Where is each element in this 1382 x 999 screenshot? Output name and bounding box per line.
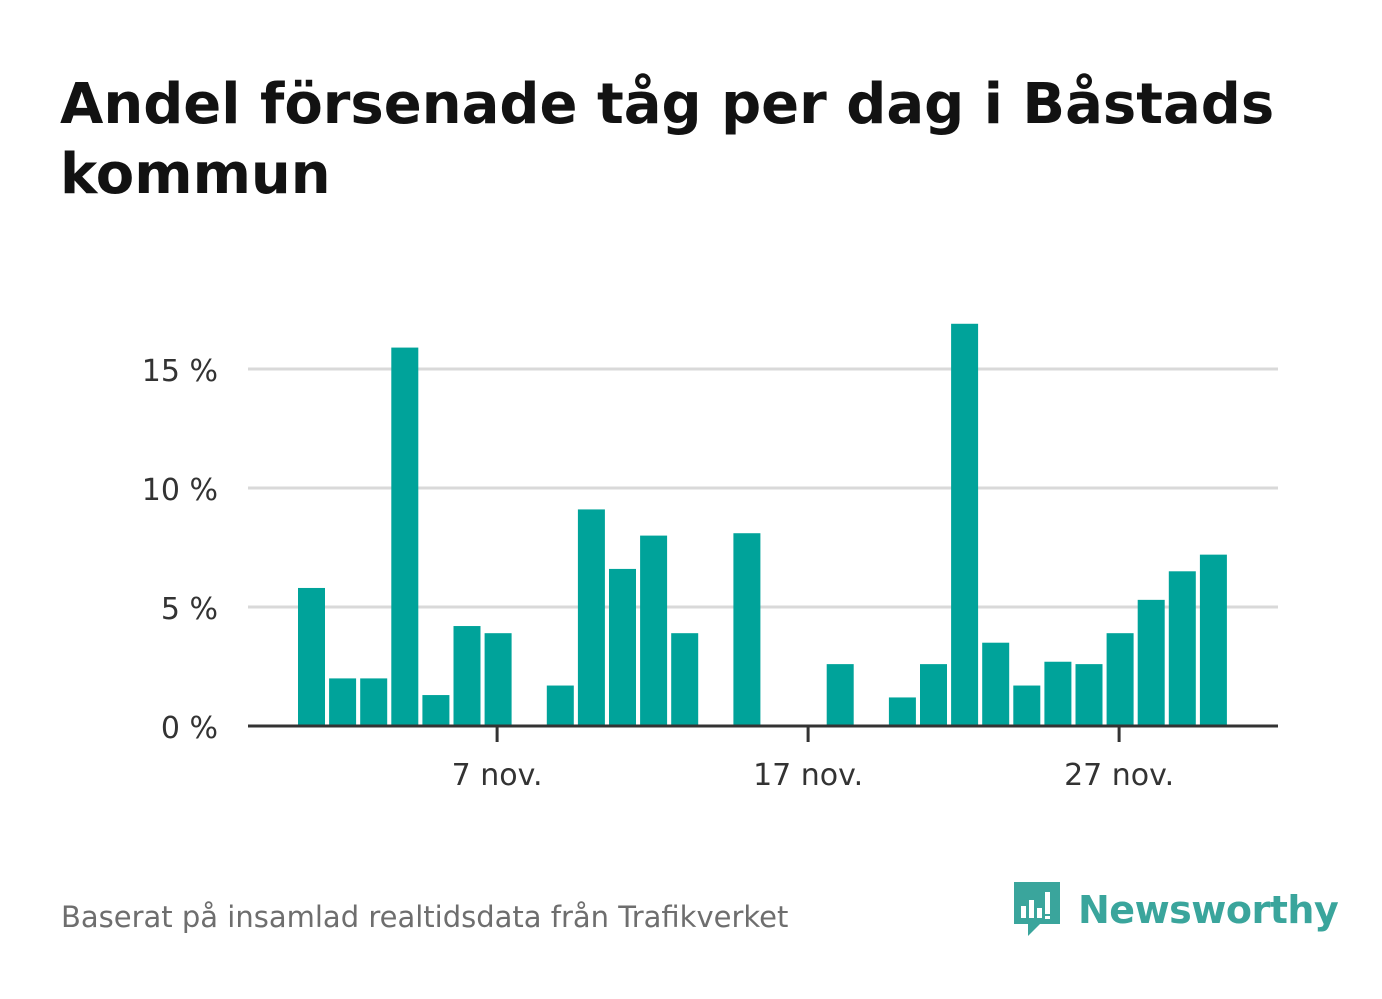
brand-logo[interactable]: Newsworthy [1010,878,1339,942]
bar [1168,571,1196,726]
x-tick-label: 7 nov. [452,758,543,793]
bar [826,664,854,726]
grid-lines [248,367,1278,609]
bar [733,533,761,726]
source-note: Baserat på insamlad realtidsdata från Tr… [61,900,789,934]
x-tick-label: 27 nov. [1064,758,1174,793]
bar [1044,661,1072,726]
chart-title: Andel försenade tåg per dag i Båstads ko… [60,72,1275,207]
bar [484,633,512,726]
x-axis: 7 nov. 17 nov. 27 nov. [248,724,1278,793]
brand-name: Newsworthy [1078,888,1339,932]
bar [422,695,450,726]
bar [577,509,605,726]
y-tick-label: 5 % [161,592,218,627]
bar [951,323,979,726]
bar [453,626,481,726]
bar [1137,599,1165,726]
bar [888,697,916,726]
bars [298,323,1227,726]
bar [1075,664,1103,726]
bar [609,568,636,726]
bar [1106,633,1134,726]
x-tick-label: 17 nov. [753,758,863,793]
y-axis-ticks: 0 % 5 % 10 % 15 % [142,354,218,746]
y-tick-label: 15 % [142,354,218,389]
bar [391,347,419,726]
bar [298,587,325,726]
y-tick-label: 10 % [142,473,218,508]
newsworthy-logo-icon [1014,882,1060,936]
bar [982,642,1010,726]
y-tick-label: 0 % [161,711,218,746]
bar [671,633,699,726]
bar [329,678,357,726]
bar [360,678,388,726]
bar [1199,554,1227,726]
bar [546,685,574,726]
bar [640,535,668,726]
bar-chart: 0 % 5 % 10 % 15 % 7 nov. 17 nov. 27 nov. [142,323,1278,793]
bar [1013,685,1041,726]
bar [920,664,947,726]
